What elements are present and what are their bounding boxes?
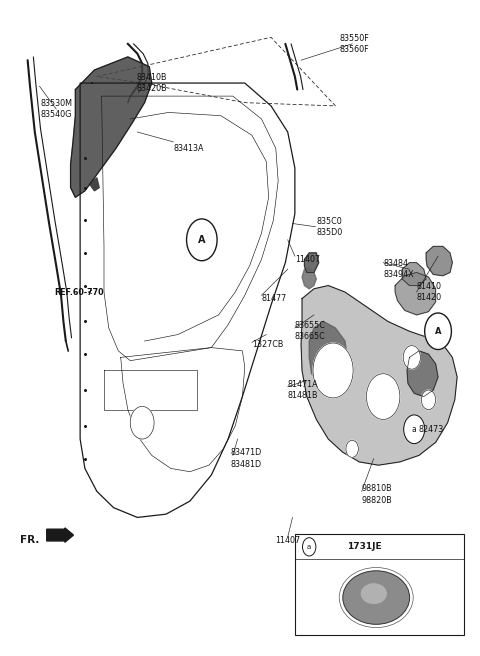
Polygon shape xyxy=(71,57,152,197)
Circle shape xyxy=(404,415,425,443)
Text: 83410B
83420B: 83410B 83420B xyxy=(136,73,167,93)
Text: FR.: FR. xyxy=(21,535,40,545)
Text: 11407: 11407 xyxy=(295,255,320,264)
Text: 82473: 82473 xyxy=(419,424,444,434)
Circle shape xyxy=(130,406,154,439)
Circle shape xyxy=(313,343,353,398)
Polygon shape xyxy=(301,285,457,465)
Text: A: A xyxy=(435,327,441,336)
Text: 1327CB: 1327CB xyxy=(252,340,283,349)
Text: 81477: 81477 xyxy=(262,294,287,303)
Polygon shape xyxy=(395,272,436,315)
Text: 835C0
835D0: 835C0 835D0 xyxy=(316,216,343,237)
Text: a: a xyxy=(412,424,417,434)
Text: 81410
81420: 81410 81420 xyxy=(417,282,442,302)
Text: REF.60-770: REF.60-770 xyxy=(54,287,104,297)
Ellipse shape xyxy=(343,571,409,625)
Bar xyxy=(295,534,464,635)
Text: 83550F
83560F: 83550F 83560F xyxy=(340,33,370,54)
Text: 83471D
83481D: 83471D 83481D xyxy=(230,449,262,469)
FancyArrow shape xyxy=(47,528,73,543)
Text: 83413A: 83413A xyxy=(173,144,204,153)
Circle shape xyxy=(403,346,420,369)
Circle shape xyxy=(346,440,359,457)
Text: 98810B
98820B: 98810B 98820B xyxy=(362,484,393,505)
Text: 11407: 11407 xyxy=(275,536,300,544)
Text: A: A xyxy=(198,235,205,245)
Text: 1731JE: 1731JE xyxy=(347,543,382,551)
Circle shape xyxy=(302,538,316,556)
Text: a: a xyxy=(307,544,312,550)
Circle shape xyxy=(421,390,436,409)
Polygon shape xyxy=(90,178,99,191)
Polygon shape xyxy=(426,247,452,276)
Polygon shape xyxy=(309,321,348,384)
Circle shape xyxy=(187,219,217,260)
Text: 83655C
83665C: 83655C 83665C xyxy=(295,321,326,342)
Circle shape xyxy=(425,313,451,350)
Text: 83484
83494X: 83484 83494X xyxy=(383,259,414,279)
Text: 81471A
81481B: 81471A 81481B xyxy=(288,380,318,400)
Ellipse shape xyxy=(360,583,387,604)
Text: 83530M
83540G: 83530M 83540G xyxy=(40,99,72,119)
Polygon shape xyxy=(402,262,426,285)
Polygon shape xyxy=(407,351,438,397)
Polygon shape xyxy=(304,253,319,272)
Polygon shape xyxy=(302,268,316,289)
Circle shape xyxy=(366,374,400,419)
